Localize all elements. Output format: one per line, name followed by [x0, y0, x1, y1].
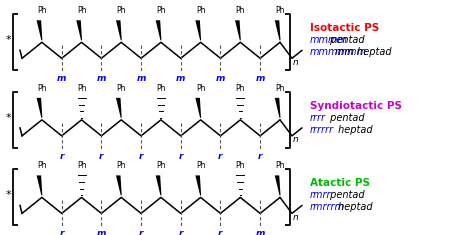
Text: n: n — [293, 213, 299, 222]
Text: Ph: Ph — [236, 161, 245, 170]
Text: *: * — [5, 190, 11, 200]
Text: Ph: Ph — [156, 84, 166, 93]
Text: r: r — [59, 152, 64, 161]
Text: Ph: Ph — [236, 6, 245, 15]
Text: r: r — [218, 229, 223, 235]
Text: m: m — [97, 74, 106, 83]
Text: Ph: Ph — [77, 84, 86, 93]
Text: Ph: Ph — [196, 6, 205, 15]
Text: Ph: Ph — [37, 161, 46, 170]
Polygon shape — [36, 98, 42, 118]
Text: Atactic PS: Atactic PS — [310, 178, 370, 188]
Text: Ph: Ph — [117, 84, 126, 93]
Text: m: m — [255, 74, 265, 83]
Text: heptad: heptad — [335, 202, 373, 212]
Text: rmrrrm: rmrrrm — [310, 202, 345, 212]
Text: mmmm: mmmm — [310, 35, 348, 45]
Polygon shape — [76, 20, 82, 40]
Text: Syndiotactic PS: Syndiotactic PS — [310, 101, 402, 111]
Text: r: r — [139, 152, 143, 161]
Text: Ph: Ph — [37, 84, 46, 93]
Text: *: * — [5, 35, 11, 45]
Polygon shape — [235, 20, 241, 40]
Polygon shape — [116, 175, 122, 195]
Polygon shape — [36, 20, 42, 40]
Text: r: r — [179, 152, 183, 161]
Text: pentad: pentad — [327, 35, 365, 45]
Text: Ph: Ph — [77, 161, 86, 170]
Polygon shape — [275, 175, 281, 195]
Text: Isotactic PS: Isotactic PS — [310, 23, 379, 33]
Polygon shape — [116, 98, 122, 118]
Text: Ph: Ph — [77, 6, 86, 15]
Text: n: n — [293, 58, 299, 67]
Text: Ph: Ph — [236, 84, 245, 93]
Text: r: r — [139, 229, 143, 235]
Text: rrrrrr: rrrrrr — [310, 125, 334, 135]
Polygon shape — [195, 20, 201, 40]
Text: r: r — [99, 152, 104, 161]
Text: *: * — [5, 113, 11, 123]
Polygon shape — [195, 98, 201, 118]
Text: heptad: heptad — [335, 125, 373, 135]
Text: Ph: Ph — [275, 6, 285, 15]
Polygon shape — [36, 175, 42, 195]
Text: m: m — [137, 74, 146, 83]
Text: r: r — [258, 152, 263, 161]
Text: r: r — [179, 229, 183, 235]
Text: pentad: pentad — [327, 190, 365, 200]
Text: n: n — [293, 135, 299, 144]
Text: rmrr: rmrr — [310, 190, 331, 200]
Polygon shape — [155, 175, 162, 195]
Text: m: m — [57, 74, 66, 83]
Text: mm heptad: mm heptad — [335, 47, 392, 57]
Text: r: r — [59, 229, 64, 235]
Text: r: r — [218, 152, 223, 161]
Text: Ph: Ph — [117, 6, 126, 15]
Text: m: m — [97, 229, 106, 235]
Text: Ph: Ph — [156, 6, 166, 15]
Text: Ph: Ph — [156, 161, 166, 170]
Polygon shape — [116, 20, 122, 40]
Polygon shape — [155, 20, 162, 40]
Polygon shape — [195, 175, 201, 195]
Text: pentad: pentad — [327, 113, 365, 123]
Text: Ph: Ph — [117, 161, 126, 170]
Text: Ph: Ph — [275, 84, 285, 93]
Polygon shape — [275, 98, 281, 118]
Text: Ph: Ph — [275, 161, 285, 170]
Text: m: m — [176, 74, 185, 83]
Text: Ph: Ph — [196, 161, 205, 170]
Text: rrrr: rrrr — [310, 113, 326, 123]
Polygon shape — [275, 20, 281, 40]
Text: m: m — [255, 229, 265, 235]
Text: Ph: Ph — [37, 6, 46, 15]
Text: Ph: Ph — [196, 84, 205, 93]
Text: mmmmmm: mmmmmm — [310, 47, 367, 57]
Text: m: m — [216, 74, 225, 83]
